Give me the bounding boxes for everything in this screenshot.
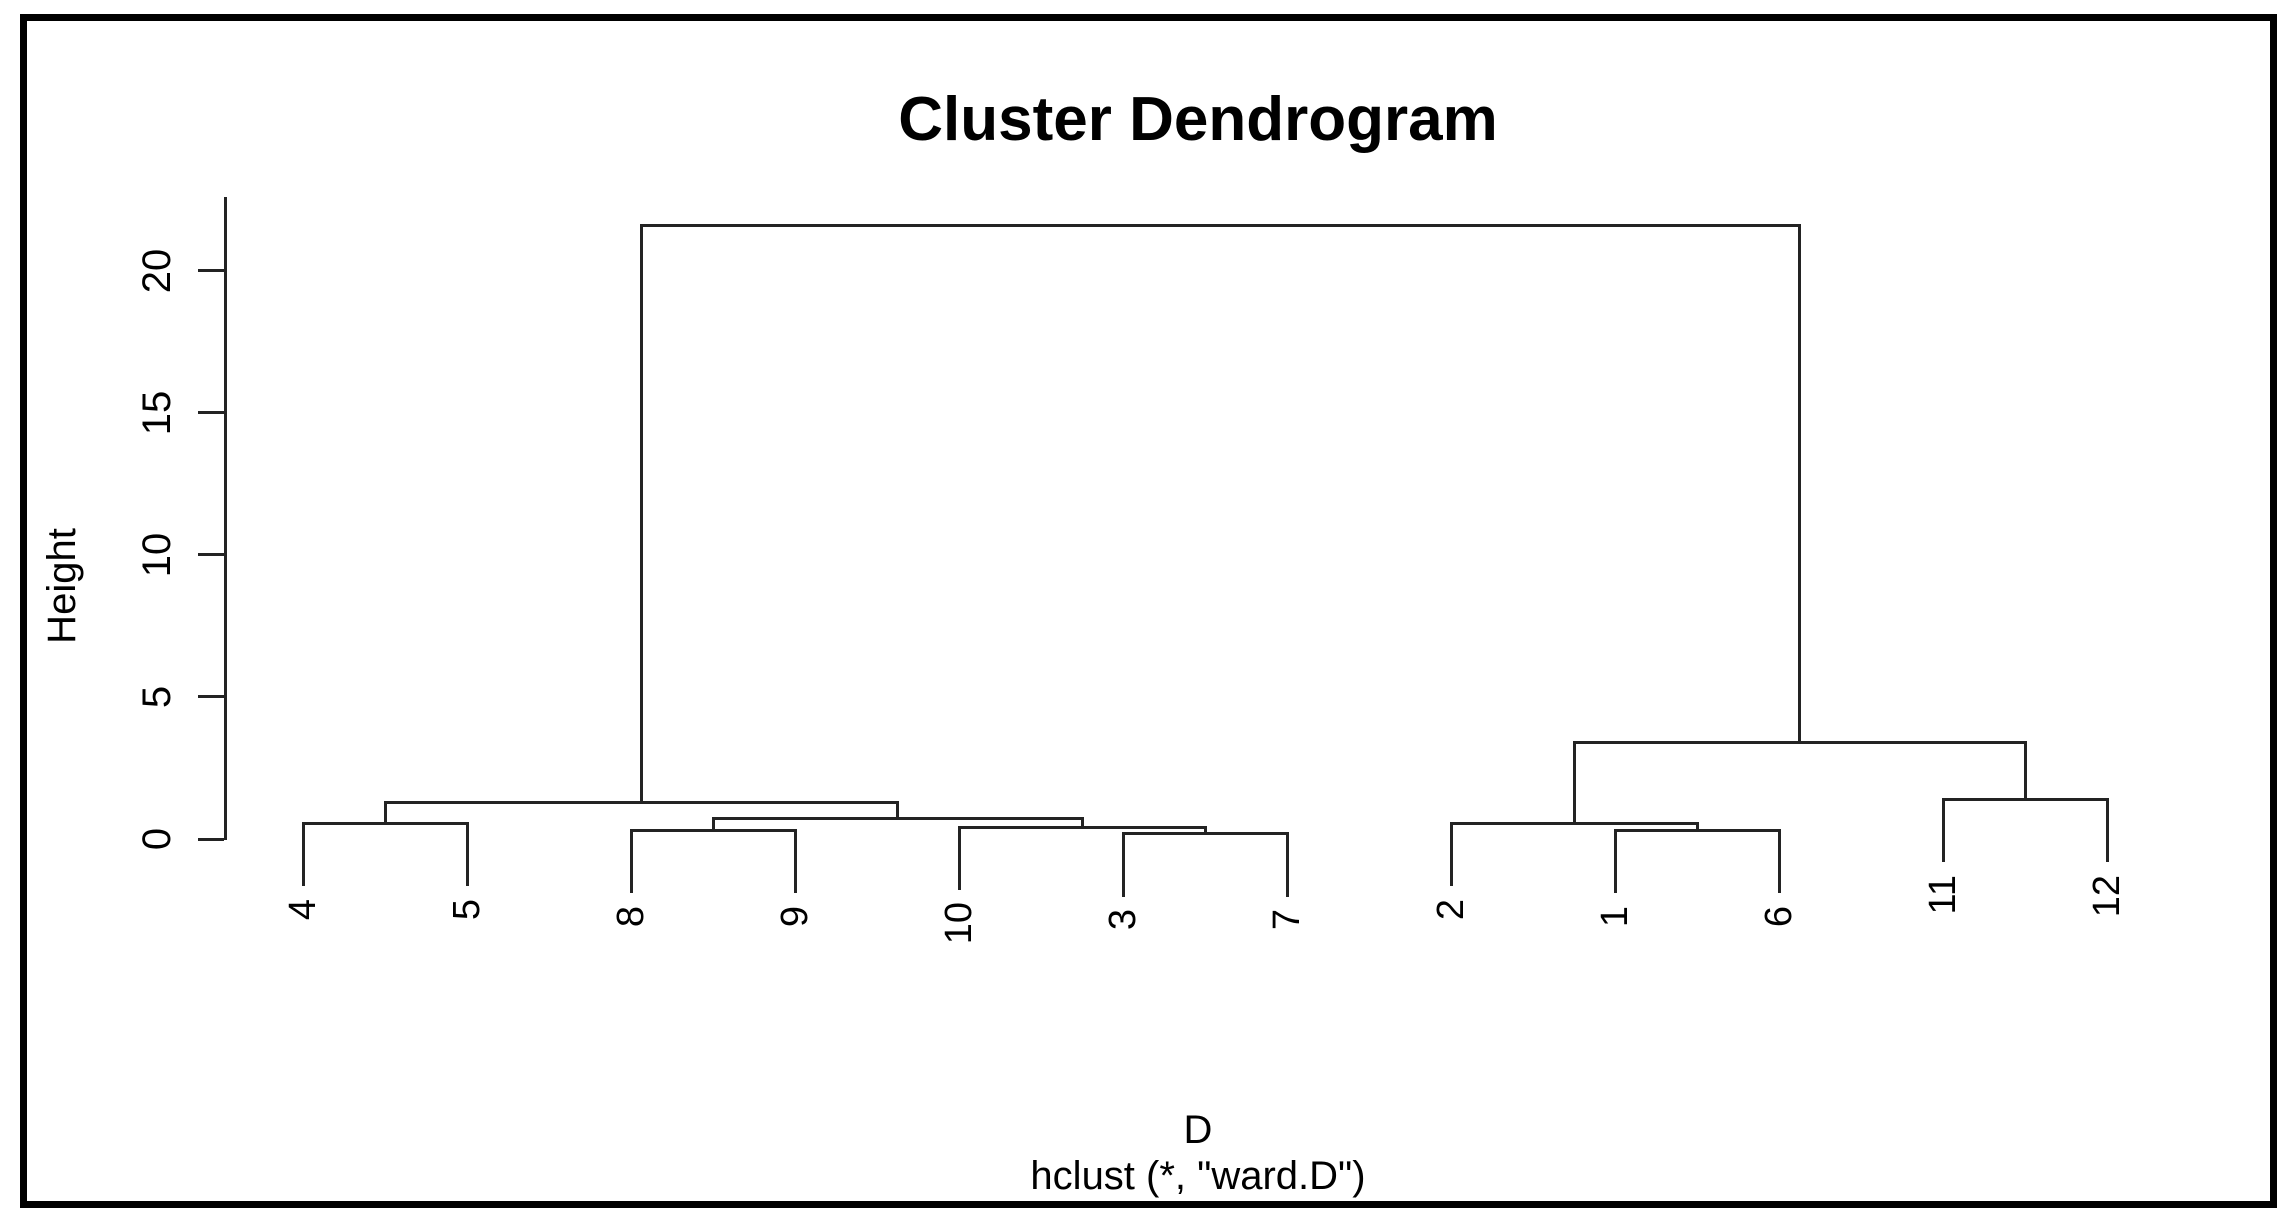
leaf-label-text: 5 xyxy=(446,898,488,920)
leaf-stem-3 xyxy=(1121,832,1125,897)
leaf-label-4: 4 xyxy=(282,898,324,1029)
hclust-call-caption: hclust (*, "ward.D") xyxy=(1030,1154,1366,1198)
leaf-label-6: 6 xyxy=(1758,905,1800,1036)
leaf-label-7: 7 xyxy=(1266,909,1308,1039)
leaf-stem-7 xyxy=(1285,832,1289,897)
leaf-label-text: 6 xyxy=(1758,905,1800,927)
y-axis-tick-20 xyxy=(198,269,224,273)
leaf-stem-5 xyxy=(465,821,469,887)
leaf-stem-9 xyxy=(793,828,797,894)
leaf-stem-12 xyxy=(2105,797,2109,863)
merge-leg-G-H xyxy=(1572,740,1576,825)
leaf-label-2: 2 xyxy=(1430,898,1472,1029)
merge-leg-E-F xyxy=(1203,825,1207,836)
leaf-label-5: 5 xyxy=(446,898,488,1029)
merge-leg-H-I xyxy=(1695,821,1699,832)
leaf-stem-4 xyxy=(301,821,305,887)
merge-leg-A-C xyxy=(383,800,387,825)
merge-leg-B-E xyxy=(1080,817,1084,829)
y-tick-label-15: 15 xyxy=(135,390,179,435)
leaf-label-text: 12 xyxy=(2086,874,2128,917)
leaf-stem-2 xyxy=(1449,821,1453,887)
y-axis-tick-10 xyxy=(198,553,224,557)
leaf-label-text: 7 xyxy=(1266,909,1308,931)
leaf-label-text: 2 xyxy=(1430,898,1472,920)
x-axis-caption: D xyxy=(1183,1108,1213,1152)
leaf-label-text: 3 xyxy=(1102,909,1144,931)
merge-leg-root-G xyxy=(1798,223,1801,744)
leaf-stem-8 xyxy=(629,828,633,894)
leaf-label-8: 8 xyxy=(610,905,652,1036)
y-axis-line xyxy=(224,196,227,841)
leaf-label-text: 8 xyxy=(610,905,652,927)
leaf-label-1: 1 xyxy=(1594,905,1636,1036)
merge-leg-B-D xyxy=(711,817,715,832)
merge-bar-root xyxy=(639,223,1801,227)
leaf-label-text: 11 xyxy=(1922,874,1964,915)
y-axis-tick-5 xyxy=(198,695,224,699)
leaf-stem-6 xyxy=(1777,828,1781,894)
y-tick-label-0: 0 xyxy=(135,827,179,851)
leaf-stem-1 xyxy=(1613,828,1617,894)
leaf-label-text: 1 xyxy=(1594,905,1636,927)
merge-leg-A-B xyxy=(896,800,899,821)
y-axis-tick-0 xyxy=(198,837,224,841)
leaf-label-text: 9 xyxy=(774,905,816,927)
y-axis-tick-15 xyxy=(198,411,224,415)
y-axis-title: Height xyxy=(40,528,84,644)
leaf-label-text: 10 xyxy=(938,902,980,945)
leaf-stem-11 xyxy=(1941,797,1945,863)
merge-leg-root-A xyxy=(639,223,643,804)
y-tick-label-10: 10 xyxy=(135,532,179,578)
y-tick-label-5: 5 xyxy=(135,685,179,709)
leaf-label-9: 9 xyxy=(774,905,816,1036)
y-tick-label-20: 20 xyxy=(135,248,179,293)
leaf-stem-10 xyxy=(957,825,961,890)
leaf-label-3: 3 xyxy=(1102,909,1144,1039)
leaf-label-11: 11 xyxy=(1922,874,1964,1005)
leaf-label-12: 12 xyxy=(2086,874,2128,1005)
leaf-label-text: 4 xyxy=(282,898,324,920)
chart-title: Cluster Dendrogram xyxy=(898,85,1498,154)
leaf-label-10: 10 xyxy=(938,902,980,1032)
plot-frame xyxy=(20,14,2277,1208)
merge-leg-G-J xyxy=(2023,740,2027,801)
